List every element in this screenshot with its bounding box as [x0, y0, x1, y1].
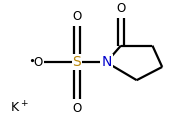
- Text: K: K: [11, 101, 19, 114]
- Text: O: O: [72, 102, 82, 115]
- Text: O: O: [72, 10, 82, 23]
- Text: S: S: [73, 55, 81, 69]
- Text: ∙: ∙: [28, 56, 35, 66]
- Text: O: O: [116, 2, 126, 15]
- Text: +: +: [20, 99, 28, 108]
- Text: N: N: [101, 55, 112, 69]
- Text: O: O: [33, 56, 42, 69]
